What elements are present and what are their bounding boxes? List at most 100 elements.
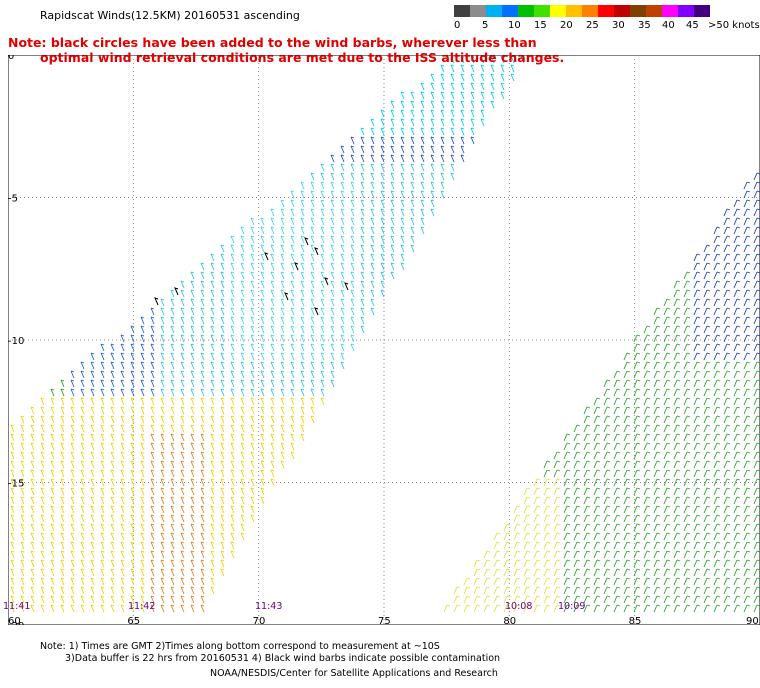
wind-barb xyxy=(633,406,641,415)
wind-barb xyxy=(733,217,741,226)
wind-barb xyxy=(533,514,541,523)
wind-barb xyxy=(220,514,225,523)
wind-barb xyxy=(70,397,75,406)
wind-barb xyxy=(400,91,405,100)
wind-barb xyxy=(653,496,661,505)
wind-barb xyxy=(160,307,165,316)
wind-barb xyxy=(703,550,711,559)
wind-barb xyxy=(50,469,55,478)
wind-barb xyxy=(583,604,591,613)
wind-barb xyxy=(623,577,631,586)
wind-barb xyxy=(633,559,641,568)
wind-barb xyxy=(713,586,721,595)
wind-barb xyxy=(603,397,611,406)
wind-barb xyxy=(703,433,711,442)
wind-barb xyxy=(40,514,45,523)
wind-barb xyxy=(733,424,741,433)
wind-barb xyxy=(743,478,751,487)
wind-barb xyxy=(473,604,481,613)
wind-barb xyxy=(200,388,205,397)
wind-barb xyxy=(450,91,455,100)
wind-barb xyxy=(330,163,335,172)
wind-barb xyxy=(420,190,425,199)
wind-barb xyxy=(230,514,235,523)
wind-barb xyxy=(360,316,365,325)
wind-barb xyxy=(100,595,105,604)
wind-barb xyxy=(633,361,641,370)
wind-barb xyxy=(563,460,571,469)
wind-barb xyxy=(573,487,581,496)
wind-barb xyxy=(230,397,235,406)
wind-barb xyxy=(320,208,325,217)
wind-barb xyxy=(370,226,375,235)
wind-barb xyxy=(200,307,205,316)
wind-barb xyxy=(693,550,701,559)
wind-barb xyxy=(90,433,95,442)
wind-barb xyxy=(673,370,681,379)
wind-barb xyxy=(703,469,711,478)
wind-barb xyxy=(430,100,435,109)
wind-barb xyxy=(703,568,711,577)
wind-barb xyxy=(230,550,235,559)
wind-barb xyxy=(300,406,305,415)
wind-barb xyxy=(130,460,135,469)
wind-barb xyxy=(230,235,235,244)
wind-barb xyxy=(533,559,541,568)
wind-barb xyxy=(30,505,35,514)
wind-barb xyxy=(510,55,515,64)
wind-barb xyxy=(663,550,671,559)
wind-barb xyxy=(90,397,95,406)
wind-barb xyxy=(480,82,485,91)
wind-barb xyxy=(270,235,275,244)
wind-barb xyxy=(270,352,275,361)
wind-barb xyxy=(90,532,95,541)
wind-barb xyxy=(230,325,235,334)
wind-barb xyxy=(723,235,731,244)
wind-barb xyxy=(270,280,275,289)
wind-barb xyxy=(320,307,325,316)
wind-barb xyxy=(250,442,255,451)
wind-barb xyxy=(673,604,681,613)
latitude-label: -20 xyxy=(8,621,24,625)
wind-barb xyxy=(150,325,155,334)
wind-barb xyxy=(100,451,105,460)
wind-barb xyxy=(360,136,365,145)
wind-barb xyxy=(663,505,671,514)
wind-barb xyxy=(460,73,465,82)
wind-barb xyxy=(380,289,385,298)
wind-barb xyxy=(683,397,691,406)
wind-barb xyxy=(683,595,691,604)
wind-barb xyxy=(80,559,85,568)
wind-barb xyxy=(370,190,375,199)
wind-barb xyxy=(160,406,165,415)
wind-barb xyxy=(60,568,65,577)
wind-barb xyxy=(430,73,435,82)
wind-barb xyxy=(190,397,195,406)
wind-barb xyxy=(683,577,691,586)
wind-barb xyxy=(633,460,641,469)
wind-barb xyxy=(493,532,501,541)
wind-barb xyxy=(180,415,185,424)
wind-barb xyxy=(150,379,155,388)
wind-barb xyxy=(380,154,385,163)
wind-barb xyxy=(150,559,155,568)
wind-barb xyxy=(693,352,701,361)
wind-barb xyxy=(120,523,125,532)
wind-barb xyxy=(360,154,365,163)
wind-barb xyxy=(40,523,45,532)
wind-barb xyxy=(300,217,305,226)
wind-barb xyxy=(683,433,691,442)
wind-barb xyxy=(230,244,235,253)
wind-barb xyxy=(390,172,395,181)
wind-barb xyxy=(160,388,165,397)
wind-barb xyxy=(250,379,255,388)
wind-barb xyxy=(290,253,295,262)
wind-barb xyxy=(683,424,691,433)
wind-barb xyxy=(320,379,325,388)
wind-barb xyxy=(240,244,245,253)
wind-barb xyxy=(140,406,145,415)
wind-barb xyxy=(280,361,285,370)
wind-barb xyxy=(370,127,375,136)
wind-barb xyxy=(623,487,631,496)
wind-barb xyxy=(673,424,681,433)
